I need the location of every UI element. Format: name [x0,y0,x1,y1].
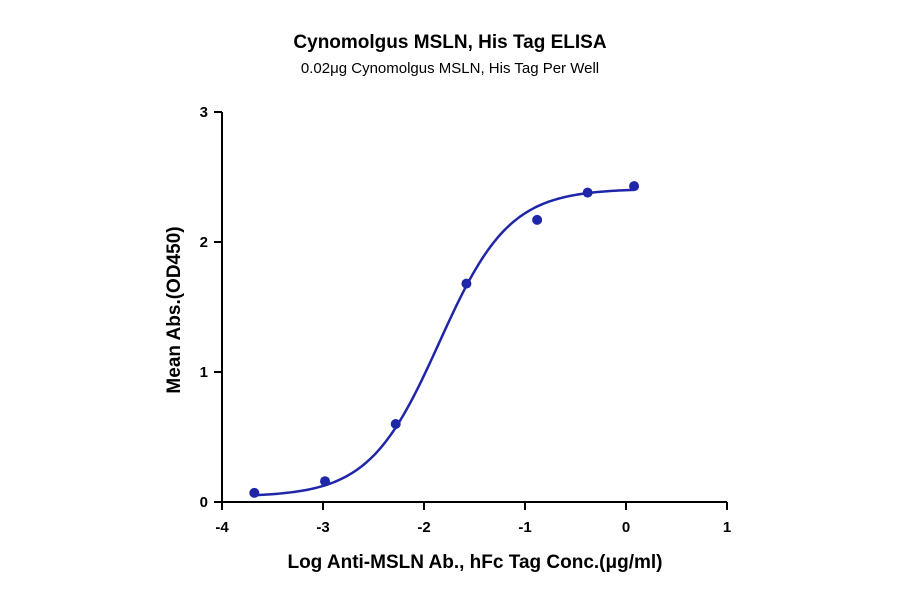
chart-subtitle: 0.02μg Cynomolgus MSLN, His Tag Per Well [300,60,600,77]
x-tick-label: -3 [316,519,329,536]
x-tick-label: -1 [518,519,531,536]
x-tick-label: -2 [417,519,430,536]
x-axis-label: Log Anti-MSLN Ab., hFc Tag Conc.(μg/ml) [287,552,662,573]
y-tick-label: 1 [200,364,208,381]
data-point [320,476,331,487]
data-point [461,278,472,289]
chart-title: Cynomolgus MSLN, His Tag ELISA [293,32,607,53]
y-axis-label: Mean Abs.(OD450) [164,226,185,393]
y-tick-label: 3 [200,104,208,121]
fit-curve [254,188,635,497]
data-point [390,419,401,429]
y-tick-label: 2 [200,234,208,251]
data-point [629,181,640,192]
x-tick-label: 1 [723,519,731,536]
data-point [532,214,543,225]
x-tick-label: -4 [215,519,229,536]
data-point [582,187,593,198]
data-point [249,487,260,498]
y-tick-label: 0 [200,494,208,511]
x-tick-label: 0 [622,519,630,536]
